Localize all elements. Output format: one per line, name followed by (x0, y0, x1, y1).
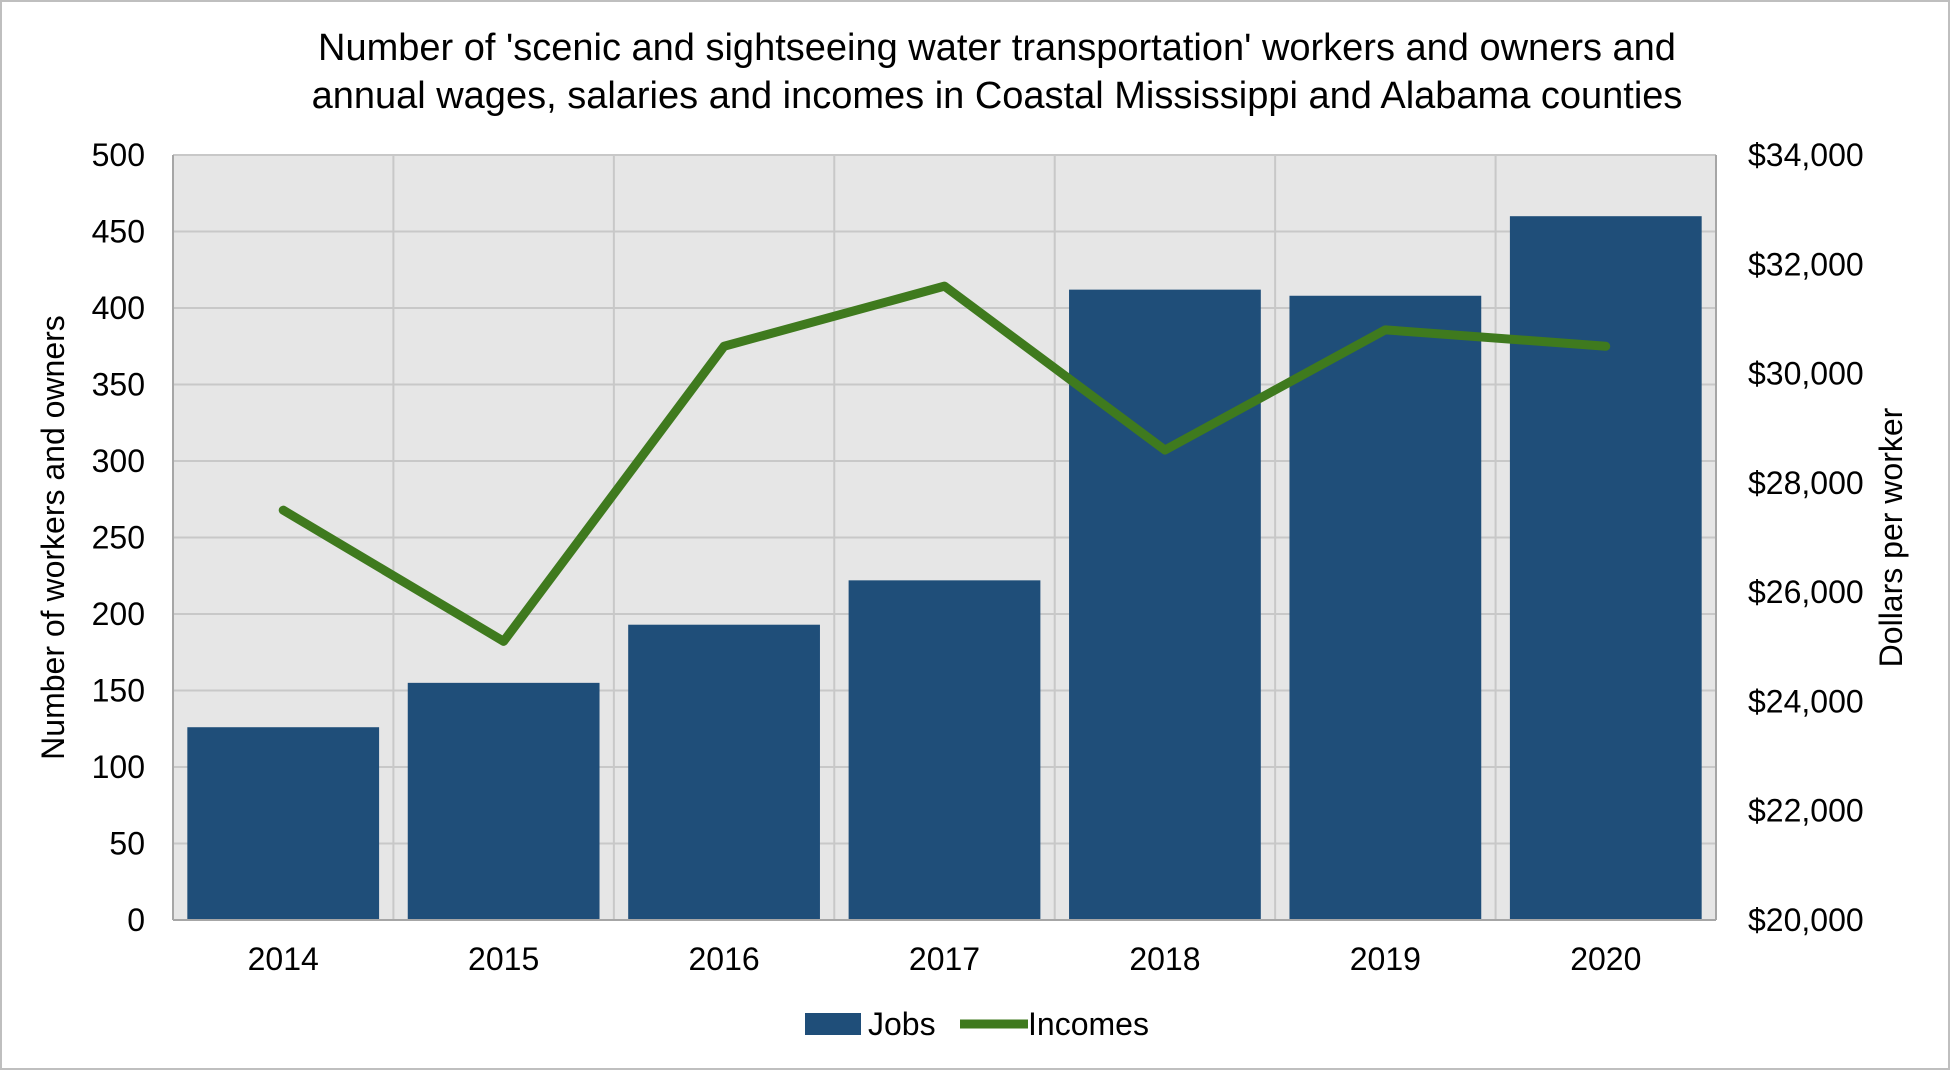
y-tick-label: 250 (92, 520, 145, 556)
y-tick-label: 150 (92, 673, 145, 709)
jobs-bar (628, 624, 820, 920)
y-tick-label: 100 (92, 749, 145, 785)
y2-tick-label: $24,000 (1748, 683, 1864, 719)
x-tick-label: 2016 (688, 941, 759, 977)
x-tick-label: 2020 (1570, 941, 1641, 977)
jobs-bar (1069, 289, 1261, 920)
y2-tick-label: $34,000 (1748, 137, 1864, 173)
y-tick-label: 450 (92, 214, 145, 250)
jobs-bar (1289, 295, 1482, 920)
y2-tick-label: $20,000 (1748, 902, 1864, 938)
y-tick-label: 300 (92, 443, 145, 479)
chart-title: Number of 'scenic and sightseeing water … (312, 27, 1683, 117)
incomes-line (278, 281, 1611, 646)
jobs-bar (407, 682, 600, 920)
legend-jobs-label: Jobs (868, 1006, 936, 1042)
legend-incomes-label: Incomes (1028, 1006, 1149, 1042)
y-tick-label: 50 (109, 826, 145, 862)
y2-tick-label: $26,000 (1748, 574, 1864, 610)
x-tick-label: 2017 (909, 941, 980, 977)
y2-axis-title: Dollars per worker (1873, 407, 1909, 667)
y-tick-label: 0 (127, 902, 145, 938)
jobs-bar (1509, 216, 1702, 920)
y-tick-label: 350 (92, 367, 145, 403)
x-tick-label: 2014 (248, 941, 319, 977)
y-axis-title: Number of workers and owners (35, 315, 71, 760)
chart-title-line-1: Number of 'scenic and sightseeing water … (318, 27, 1676, 69)
y-tick-label: 400 (92, 290, 145, 326)
x-tick-label: 2019 (1350, 941, 1421, 977)
jobs-bar (187, 727, 380, 920)
x-tick-label: 2015 (468, 941, 539, 977)
y2-tick-label: $28,000 (1748, 465, 1864, 501)
y-tick-label: 500 (92, 137, 145, 173)
legend-jobs-swatch (805, 1013, 861, 1035)
incomes-line-series (278, 281, 1611, 646)
jobs-bars (187, 216, 1702, 920)
y2-tick-label: $22,000 (1748, 793, 1864, 829)
y2-tick-label: $32,000 (1748, 246, 1864, 282)
y-tick-label: 200 (92, 596, 145, 632)
jobs-bar (848, 580, 1041, 920)
legend: Jobs Incomes (805, 1006, 1149, 1042)
x-tick-label: 2018 (1129, 941, 1200, 977)
axes: 0 50 100 150 200 250 300 350 400 450 500 $20,000 $22… (92, 137, 1864, 977)
chart-title-line-2: annual wages, salaries and incomes in Co… (312, 75, 1683, 117)
y2-tick-label: $30,000 (1748, 356, 1864, 392)
